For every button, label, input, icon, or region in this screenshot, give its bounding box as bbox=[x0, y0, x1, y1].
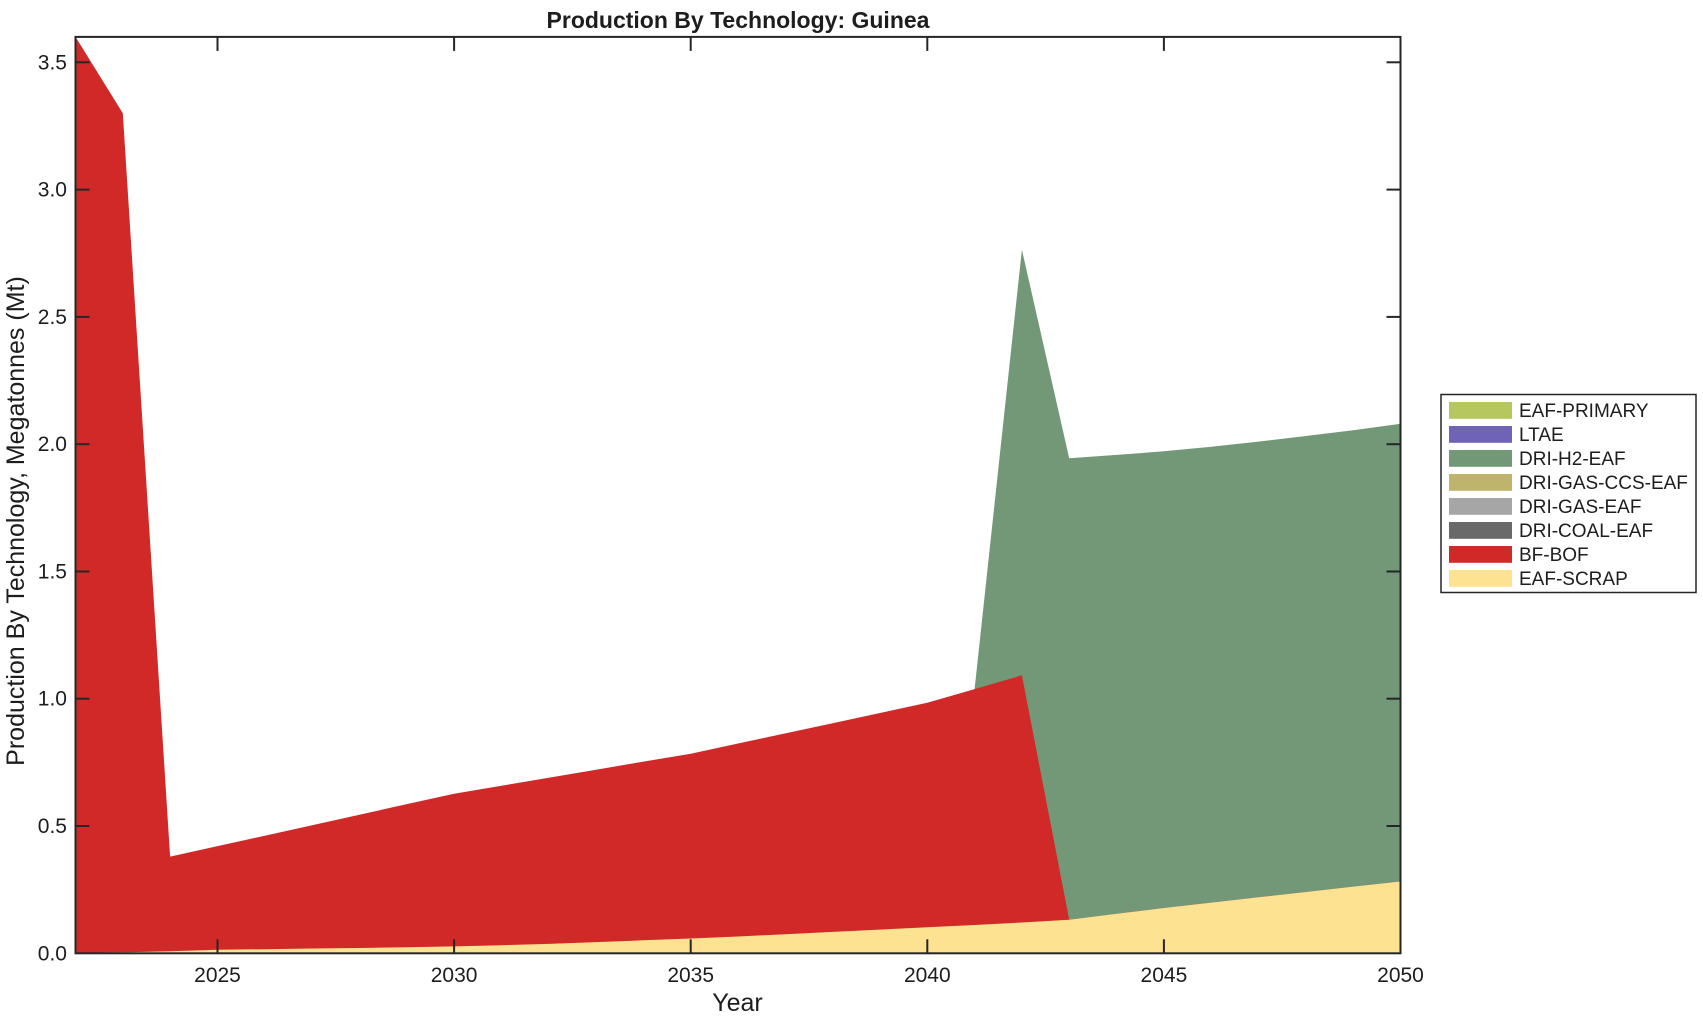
svg-text:1.5: 1.5 bbox=[38, 561, 67, 584]
svg-text:BF-BOF: BF-BOF bbox=[1519, 545, 1589, 566]
svg-text:2045: 2045 bbox=[1141, 964, 1188, 987]
svg-text:DRI-GAS-EAF: DRI-GAS-EAF bbox=[1519, 497, 1641, 518]
svg-text:2040: 2040 bbox=[904, 964, 951, 987]
svg-text:0.0: 0.0 bbox=[38, 942, 67, 965]
svg-text:DRI-COAL-EAF: DRI-COAL-EAF bbox=[1519, 521, 1653, 542]
svg-text:LTAE: LTAE bbox=[1519, 425, 1564, 446]
svg-text:EAF-PRIMARY: EAF-PRIMARY bbox=[1519, 401, 1649, 422]
svg-text:1.0: 1.0 bbox=[38, 688, 67, 711]
svg-text:2035: 2035 bbox=[667, 964, 714, 987]
svg-text:Production By Technology: Guin: Production By Technology: Guinea bbox=[547, 7, 930, 33]
svg-text:3.0: 3.0 bbox=[38, 179, 67, 202]
svg-text:2.0: 2.0 bbox=[38, 433, 67, 456]
svg-text:2.5: 2.5 bbox=[38, 306, 67, 329]
svg-text:2030: 2030 bbox=[431, 964, 478, 987]
svg-text:2025: 2025 bbox=[194, 964, 241, 987]
svg-text:Year: Year bbox=[712, 989, 763, 1017]
svg-text:DRI-GAS-CCS-EAF: DRI-GAS-CCS-EAF bbox=[1519, 473, 1688, 494]
svg-text:Production By Technology, Mega: Production By Technology, Megatonnes (Mt… bbox=[2, 276, 30, 766]
svg-text:2050: 2050 bbox=[1377, 964, 1424, 987]
svg-text:DRI-H2-EAF: DRI-H2-EAF bbox=[1519, 449, 1626, 470]
svg-text:3.5: 3.5 bbox=[38, 51, 67, 74]
svg-text:0.5: 0.5 bbox=[38, 815, 67, 838]
svg-text:EAF-SCRAP: EAF-SCRAP bbox=[1519, 569, 1628, 590]
